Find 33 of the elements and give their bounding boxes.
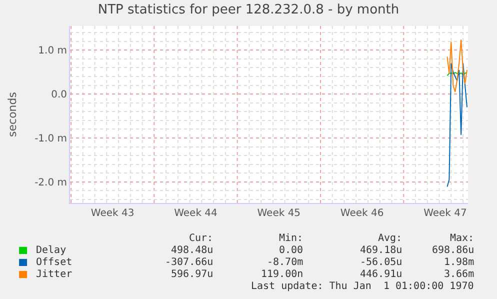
text: 469.18u [360,245,402,256]
text: 498.48u [171,245,214,256]
text: Last update: Thu Jan 1 01:00:00 1970 [251,281,474,292]
text: Max: [450,233,474,244]
text: Cur: [189,233,214,244]
text: 0.00 [279,245,304,256]
y-tick-label: -1.0 m [34,134,67,144]
y-tick-label: 0.0 [51,90,67,101]
x-tick-label: Week 43 [90,208,134,219]
line-series [446,39,468,92]
x-tick-label: Week 47 [424,208,467,219]
y-tick-label: -2.0 m [34,177,67,188]
text: Avg: [378,233,402,244]
chart-title: NTP statistics for peer 128.232.0.8 - by month [98,2,400,18]
text: 1.98m [444,257,474,268]
text: 3.66m [444,269,474,280]
x-tick-label: Week 45 [257,208,301,219]
legend-label: Offset [36,257,72,268]
y-axis-title: seconds [6,92,20,137]
text: 119.00n [261,269,304,280]
text: -56.05u [360,257,402,268]
text: -307.66u [165,257,214,268]
x-tick-label: Week 44 [174,208,218,219]
legend-label: Delay [36,245,66,256]
text: -8.70m [267,257,304,268]
y-tick-label: 1.0 m [38,46,67,57]
text: 596.97u [171,269,214,280]
legend-label: Jitter [36,269,72,280]
text: 446.91u [360,269,402,280]
x-tick-label: Week 46 [340,208,384,219]
text: Min: [279,233,304,244]
line-series [446,62,468,188]
text: 698.86u [432,245,474,256]
